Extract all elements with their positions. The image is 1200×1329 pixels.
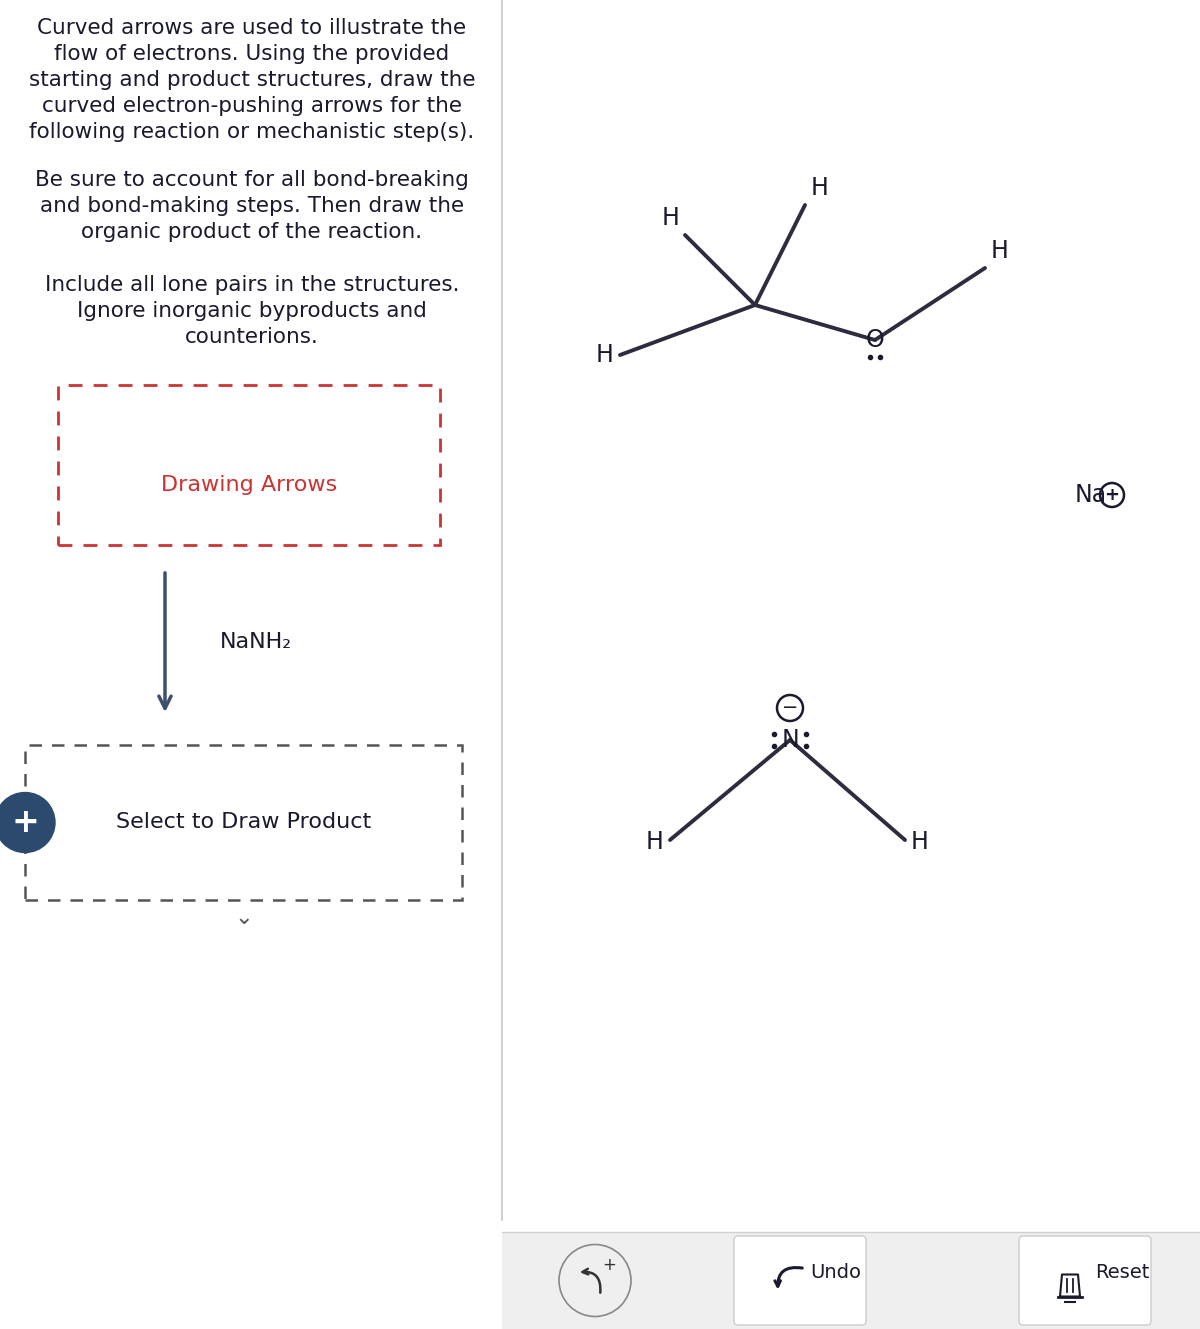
Bar xyxy=(25,746,462,900)
Text: Curved arrows are used to illustrate the: Curved arrows are used to illustrate the xyxy=(37,19,467,39)
Text: flow of electrons. Using the provided: flow of electrons. Using the provided xyxy=(54,44,450,64)
Text: curved electron-pushing arrows for the: curved electron-pushing arrows for the xyxy=(42,96,462,116)
Text: NaNH₂: NaNH₂ xyxy=(220,633,292,653)
Text: H: H xyxy=(646,831,664,855)
Text: H: H xyxy=(661,206,679,230)
Text: Include all lone pairs in the structures.: Include all lone pairs in the structures… xyxy=(44,275,460,295)
Text: Reset: Reset xyxy=(1096,1263,1150,1281)
Text: counterions.: counterions. xyxy=(185,327,319,347)
Text: Undo: Undo xyxy=(810,1263,862,1281)
Text: ⌄: ⌄ xyxy=(234,908,253,928)
Text: Ignore inorganic byproducts and: Ignore inorganic byproducts and xyxy=(77,300,427,322)
Text: N: N xyxy=(781,728,799,752)
Bar xyxy=(58,385,440,545)
Text: H: H xyxy=(991,239,1009,263)
Text: +: + xyxy=(1104,486,1120,504)
Text: Na: Na xyxy=(1075,482,1108,506)
Text: H: H xyxy=(911,831,929,855)
Text: O: O xyxy=(865,328,884,352)
FancyBboxPatch shape xyxy=(734,1236,866,1325)
Text: following reaction or mechanistic step(s).: following reaction or mechanistic step(s… xyxy=(29,122,475,142)
Text: Be sure to account for all bond-breaking: Be sure to account for all bond-breaking xyxy=(35,170,469,190)
Text: Select to Draw Product: Select to Draw Product xyxy=(116,812,371,832)
Text: and bond-making steps. Then draw the: and bond-making steps. Then draw the xyxy=(40,195,464,217)
Bar xyxy=(502,1232,1200,1329)
Circle shape xyxy=(0,792,55,852)
Text: organic product of the reaction.: organic product of the reaction. xyxy=(82,222,422,242)
FancyBboxPatch shape xyxy=(1019,1236,1151,1325)
Text: H: H xyxy=(811,175,829,199)
Text: +: + xyxy=(602,1256,616,1275)
Text: starting and product structures, draw the: starting and product structures, draw th… xyxy=(29,70,475,90)
Text: +: + xyxy=(11,805,38,839)
Text: H: H xyxy=(596,343,614,367)
Text: −: − xyxy=(782,699,798,718)
Text: Drawing Arrows: Drawing Arrows xyxy=(161,474,337,494)
